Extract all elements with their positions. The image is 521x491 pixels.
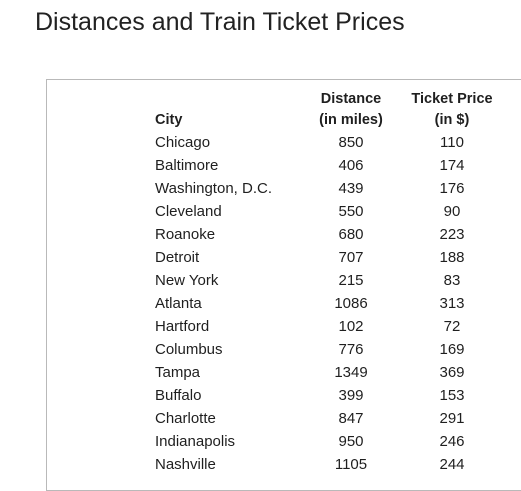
ticket-price-cell: 244 xyxy=(439,456,465,473)
header-ticket-price: Ticket Price (in $) xyxy=(411,91,493,128)
distance-cell: 1349 xyxy=(334,364,368,381)
city-cell: Baltimore xyxy=(155,157,219,174)
page-title: Distances and Train Ticket Prices xyxy=(35,8,405,36)
ticket-price-cell: 174 xyxy=(439,157,465,174)
distance-cell: 406 xyxy=(338,157,364,174)
table-row: Chicago 850 110 xyxy=(155,131,507,154)
table-body: Chicago 850 110 Baltimore 406 174 Washington, … xyxy=(155,131,507,476)
city-cell: New York xyxy=(155,272,219,289)
table-row: Buffalo 399 153 xyxy=(155,384,507,407)
city-cell: Nashville xyxy=(155,456,216,473)
ticket-price-cell: 188 xyxy=(439,249,465,266)
ticket-price-cell: 246 xyxy=(439,433,465,450)
ticket-price-cell: 169 xyxy=(439,341,465,358)
city-cell: Tampa xyxy=(155,364,201,381)
table-row: Roanoke 680 223 xyxy=(155,223,507,246)
distance-cell: 950 xyxy=(338,433,364,450)
distance-cell: 680 xyxy=(338,226,364,243)
city-cell: Hartford xyxy=(155,318,210,335)
city-cell: Chicago xyxy=(155,134,211,151)
table-row: Nashville 1105 244 xyxy=(155,453,507,476)
distance-cell: 399 xyxy=(338,387,364,404)
distance-cell: 850 xyxy=(338,134,364,151)
header-distance: Distance (in miles) xyxy=(319,91,383,128)
city-cell: Detroit xyxy=(155,249,200,266)
table-panel: City Distance (in miles) Ticket Price (i… xyxy=(46,79,521,491)
table-row: Hartford 102 72 xyxy=(155,315,507,338)
table-row: Washington, D.C. 439 176 xyxy=(155,177,507,200)
table-row: Baltimore 406 174 xyxy=(155,154,507,177)
table-header-row: City Distance (in miles) Ticket Price (i… xyxy=(155,89,507,131)
ticket-price-cell: 83 xyxy=(443,272,461,289)
ticket-price-cell: 72 xyxy=(443,318,461,335)
distance-cell: 215 xyxy=(338,272,364,289)
city-cell: Washington, D.C. xyxy=(155,180,272,197)
distance-cell: 847 xyxy=(338,410,364,427)
ticket-price-cell: 90 xyxy=(443,203,461,220)
city-cell: Cleveland xyxy=(155,203,222,220)
distance-cell: 1105 xyxy=(334,456,368,473)
distance-cell: 1086 xyxy=(334,295,368,312)
ticket-price-cell: 110 xyxy=(440,134,464,151)
table-row: Atlanta 1086 313 xyxy=(155,292,507,315)
city-cell: Columbus xyxy=(155,341,223,358)
distance-cell: 102 xyxy=(338,318,364,335)
ticket-price-cell: 291 xyxy=(439,410,465,427)
city-cell: Charlotte xyxy=(155,410,216,427)
ticket-price-cell: 176 xyxy=(439,180,465,197)
table-row: Detroit 707 188 xyxy=(155,246,507,269)
ticket-price-cell: 369 xyxy=(439,364,465,381)
distance-cell: 550 xyxy=(338,203,364,220)
city-cell: Atlanta xyxy=(155,295,202,312)
city-cell: Indianapolis xyxy=(155,433,236,450)
distance-cell: 439 xyxy=(338,180,364,197)
table-row: Cleveland 550 90 xyxy=(155,200,507,223)
city-cell: Roanoke xyxy=(155,226,216,243)
table-row: Tampa 1349 369 xyxy=(155,361,507,384)
ticket-price-cell: 313 xyxy=(439,295,465,312)
table-row: Indianapolis 950 246 xyxy=(155,430,507,453)
table-row: Charlotte 847 291 xyxy=(155,407,507,430)
table-row: Columbus 776 169 xyxy=(155,338,507,361)
ticket-price-cell: 153 xyxy=(439,387,465,404)
distance-cell: 707 xyxy=(338,249,364,266)
city-cell: Buffalo xyxy=(155,387,202,404)
table-row: New York 215 83 xyxy=(155,269,507,292)
ticket-price-cell: 223 xyxy=(439,226,465,243)
distance-cell: 776 xyxy=(338,341,364,358)
header-city: City xyxy=(155,112,183,128)
distance-price-table: City Distance (in miles) Ticket Price (i… xyxy=(155,89,507,476)
